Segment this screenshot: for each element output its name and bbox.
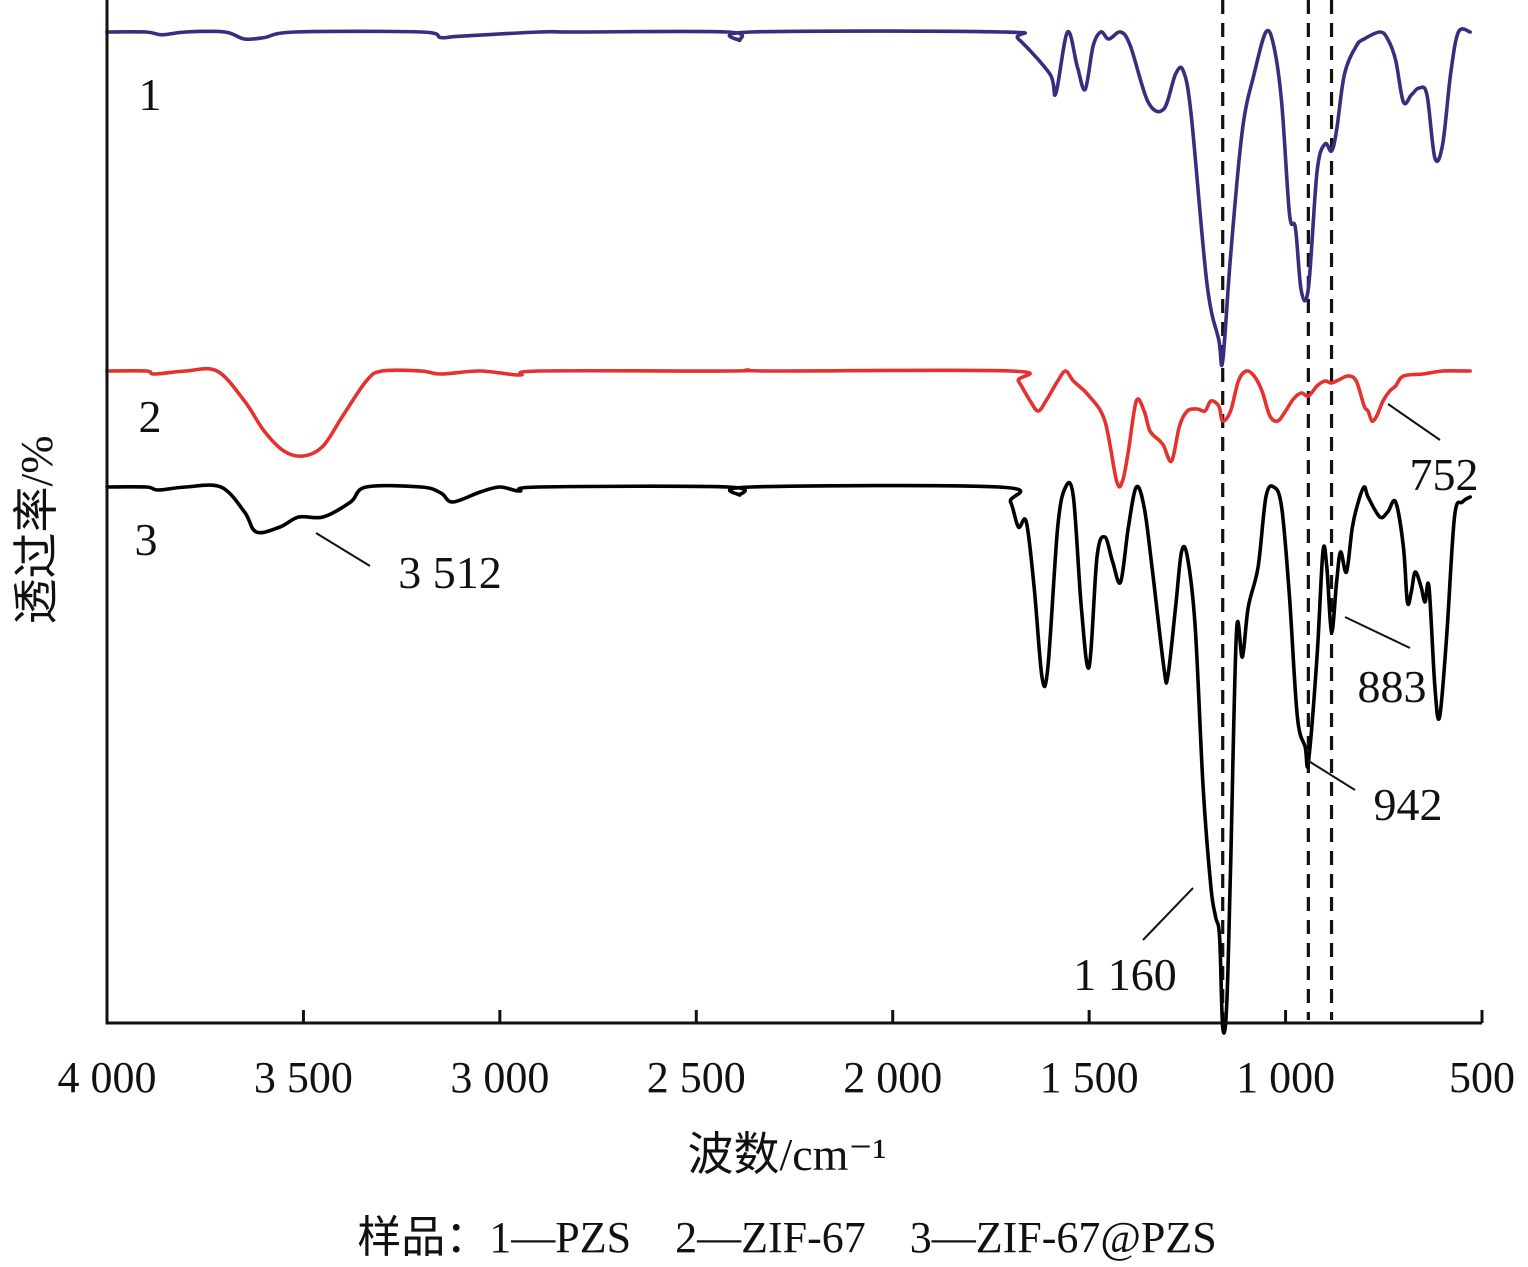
spectrum-2 bbox=[105, 366, 1472, 489]
axes bbox=[105, 0, 1482, 1025]
guide-lines bbox=[1221, 0, 1334, 1020]
annotation-leader-883 bbox=[1344, 616, 1411, 649]
annotation-883: 883 bbox=[1358, 661, 1427, 712]
curve-label-3: 3 bbox=[135, 514, 158, 565]
x-tick-label-4000: 4 000 bbox=[58, 1053, 157, 1102]
x-tick-label-1000: 1 000 bbox=[1236, 1053, 1335, 1102]
curve-label-2: 2 bbox=[139, 391, 162, 442]
x-axis-ticks: 4 000 3 500 3 000 2 500 2 000 1 500 1 000 500 bbox=[58, 1010, 1515, 1102]
annotation-leader-3512 bbox=[315, 532, 371, 567]
annotation-3512: 3 512 bbox=[398, 547, 502, 598]
annotation-752: 752 bbox=[1410, 449, 1479, 500]
spectrum-3 bbox=[105, 480, 1472, 1035]
x-tick-label-3000: 3 000 bbox=[450, 1053, 549, 1102]
annotation-942: 942 bbox=[1374, 779, 1443, 830]
annotation-1160: 1 160 bbox=[1073, 949, 1177, 1000]
annotation-leader-1160 bbox=[1142, 887, 1194, 941]
spectra bbox=[105, 27, 1472, 1035]
x-tick-label-2000: 2 000 bbox=[843, 1053, 942, 1102]
y-axis-title: 透过率/% bbox=[11, 435, 62, 624]
x-tick-label-2500: 2 500 bbox=[647, 1053, 746, 1102]
curve-labels: 1 2 3 bbox=[135, 69, 162, 565]
legend-caption: 样品：1—PZS 2—ZIF-67 3—ZIF-67@PZS bbox=[357, 1213, 1216, 1262]
annotation-leader-752 bbox=[1387, 403, 1441, 441]
curve-label-1: 1 bbox=[139, 69, 162, 120]
spectrum-1 bbox=[105, 27, 1472, 368]
x-tick-label-500: 500 bbox=[1449, 1053, 1515, 1102]
x-tick-label-1500: 1 500 bbox=[1040, 1053, 1139, 1102]
peak-annotations: 3 512 752 883 942 1 160 bbox=[315, 403, 1479, 1000]
x-tick-label-3500: 3 500 bbox=[254, 1053, 353, 1102]
annotation-leader-942 bbox=[1306, 759, 1356, 791]
x-axis-title: 波数/cm⁻¹ bbox=[687, 1129, 886, 1180]
